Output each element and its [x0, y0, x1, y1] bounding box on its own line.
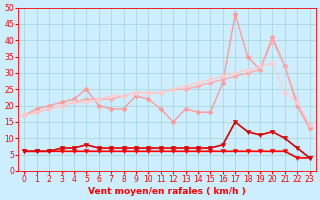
X-axis label: Vent moyen/en rafales ( km/h ): Vent moyen/en rafales ( km/h )	[88, 187, 246, 196]
